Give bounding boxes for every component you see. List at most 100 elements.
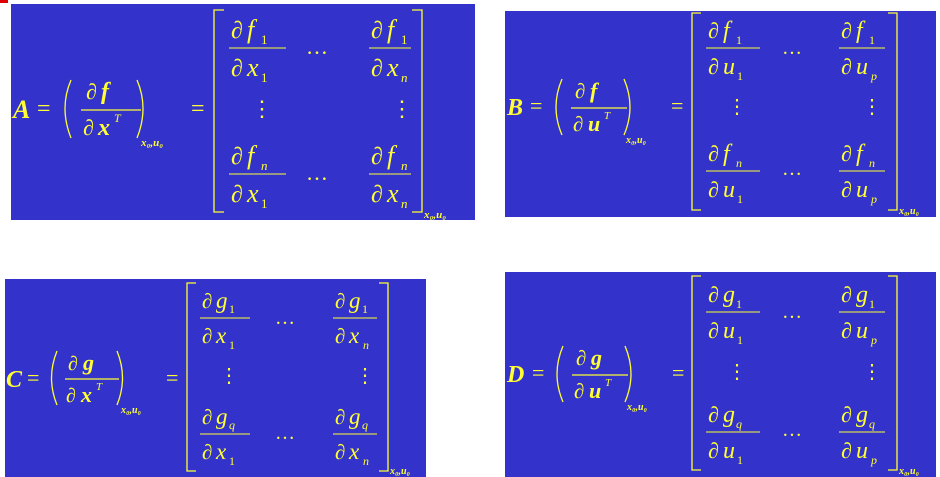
svg-text:n: n: [736, 156, 742, 170]
right-bracket: [888, 275, 898, 471]
svg-text:g: g: [349, 288, 361, 313]
matrix-eval-point: x₀,u₀: [898, 466, 920, 477]
lhs-fn: g: [590, 345, 602, 370]
equation-panel-a: A = ∂ f ∂ x T x₀,u₀ = ∂ f 1 ∂ x 1 ∂ f 1 …: [11, 4, 475, 220]
eval-point: x₀,u₀: [626, 402, 648, 413]
svg-text:f: f: [247, 15, 258, 44]
svg-text:g: g: [349, 404, 361, 429]
equation-panel-d: D = ∂ g ∂ u T x₀,u₀ = ∂ g 1 ∂ u 1 ∂ g 1 …: [505, 272, 936, 477]
svg-text:∂: ∂: [841, 18, 852, 43]
svg-text:⋮: ⋮: [862, 96, 882, 118]
svg-text:f: f: [723, 141, 733, 167]
left-bracket: [691, 12, 701, 211]
svg-text:…: …: [306, 34, 328, 59]
lhs-var: C: [6, 367, 23, 393]
svg-text:∂: ∂: [202, 405, 212, 429]
svg-text:u: u: [723, 177, 735, 203]
svg-text:f: f: [247, 141, 258, 170]
svg-text:g: g: [856, 282, 868, 308]
svg-text:x: x: [215, 439, 227, 464]
svg-text:∂: ∂: [708, 318, 719, 343]
svg-text:⋮: ⋮: [727, 361, 747, 383]
lhs-arg: x: [80, 382, 92, 407]
svg-text:…: …: [275, 307, 295, 329]
equation-c: C = ∂ g ∂ x T x₀,u₀ = ∂ g 1 ∂ x 1 ∂ g 1 …: [6, 282, 411, 477]
right-bracket: [888, 12, 898, 211]
svg-text:∂: ∂: [66, 385, 76, 407]
svg-text:∂: ∂: [202, 324, 212, 348]
equation-panel-c: C = ∂ g ∂ x T x₀,u₀ = ∂ g 1 ∂ x 1 ∂ g 1 …: [5, 279, 426, 477]
svg-text:u: u: [856, 438, 868, 464]
svg-text:∂: ∂: [841, 141, 852, 166]
svg-text:g: g: [723, 402, 735, 428]
svg-text:=: =: [27, 365, 39, 390]
svg-text:x: x: [348, 439, 360, 464]
svg-text:∂: ∂: [371, 144, 383, 170]
svg-text:∂: ∂: [231, 144, 243, 170]
eval-point: x₀,u₀: [140, 137, 163, 149]
svg-text:∂: ∂: [841, 54, 852, 79]
lhs-var: B: [506, 95, 523, 121]
svg-text:1: 1: [261, 196, 268, 211]
svg-text:q: q: [736, 417, 742, 431]
svg-text:1: 1: [869, 297, 875, 311]
svg-text:∂: ∂: [841, 402, 852, 427]
svg-text:⋮: ⋮: [727, 96, 747, 118]
svg-text:x: x: [386, 53, 399, 82]
svg-text:∂: ∂: [231, 182, 243, 208]
lhs-sup: T: [114, 111, 122, 125]
svg-text:⋮: ⋮: [862, 361, 882, 383]
svg-text:∂: ∂: [708, 18, 719, 43]
svg-text:x: x: [348, 323, 360, 348]
lhs-arg: u: [588, 111, 600, 136]
lhs-sup: T: [96, 381, 103, 393]
svg-text:u: u: [723, 438, 735, 464]
left-bracket: [213, 9, 224, 213]
svg-text:f: f: [856, 18, 866, 44]
svg-text:1: 1: [737, 192, 743, 206]
lhs-var: D: [506, 362, 524, 388]
svg-text:n: n: [261, 158, 268, 173]
svg-text:1: 1: [737, 69, 743, 83]
svg-text:p: p: [870, 333, 877, 347]
lhs-fn: f: [590, 78, 600, 103]
svg-text:⋮: ⋮: [251, 96, 273, 121]
lhs-arg: u: [589, 378, 601, 403]
svg-text:∂: ∂: [841, 282, 852, 307]
svg-text:x: x: [246, 179, 259, 208]
svg-text:∂: ∂: [231, 56, 243, 82]
svg-text:1: 1: [362, 302, 368, 316]
svg-text:∂: ∂: [708, 402, 719, 427]
svg-text:∂: ∂: [708, 282, 719, 307]
svg-text:u: u: [723, 54, 735, 80]
left-paren: [64, 79, 72, 139]
right-paren: [116, 350, 124, 406]
svg-text:x: x: [386, 179, 399, 208]
svg-text:…: …: [782, 419, 802, 441]
svg-text:x: x: [215, 323, 227, 348]
svg-text:=: =: [532, 360, 544, 385]
right-bracket: [379, 282, 389, 472]
lhs-arg: x: [97, 115, 110, 141]
svg-text:p: p: [870, 453, 877, 467]
right-paren: [136, 79, 144, 139]
svg-text:…: …: [782, 158, 802, 180]
svg-text:g: g: [856, 402, 868, 428]
svg-text:∂: ∂: [335, 440, 345, 464]
svg-text:g: g: [216, 288, 228, 313]
svg-text:1: 1: [737, 453, 743, 467]
svg-text:∂: ∂: [708, 438, 719, 463]
corner-marker: [0, 0, 8, 3]
svg-text:x: x: [246, 53, 259, 82]
svg-text:⋮: ⋮: [219, 365, 239, 387]
svg-text:∂: ∂: [708, 54, 719, 79]
svg-text:=: =: [672, 360, 684, 385]
left-bracket: [691, 275, 701, 471]
svg-text:u: u: [856, 54, 868, 80]
svg-text:∂: ∂: [573, 112, 583, 136]
svg-text:…: …: [275, 422, 295, 444]
svg-text:∂: ∂: [371, 182, 383, 208]
svg-text:∂: ∂: [231, 18, 243, 44]
svg-text:q: q: [229, 418, 235, 432]
eval-point: x₀,u₀: [625, 135, 647, 146]
